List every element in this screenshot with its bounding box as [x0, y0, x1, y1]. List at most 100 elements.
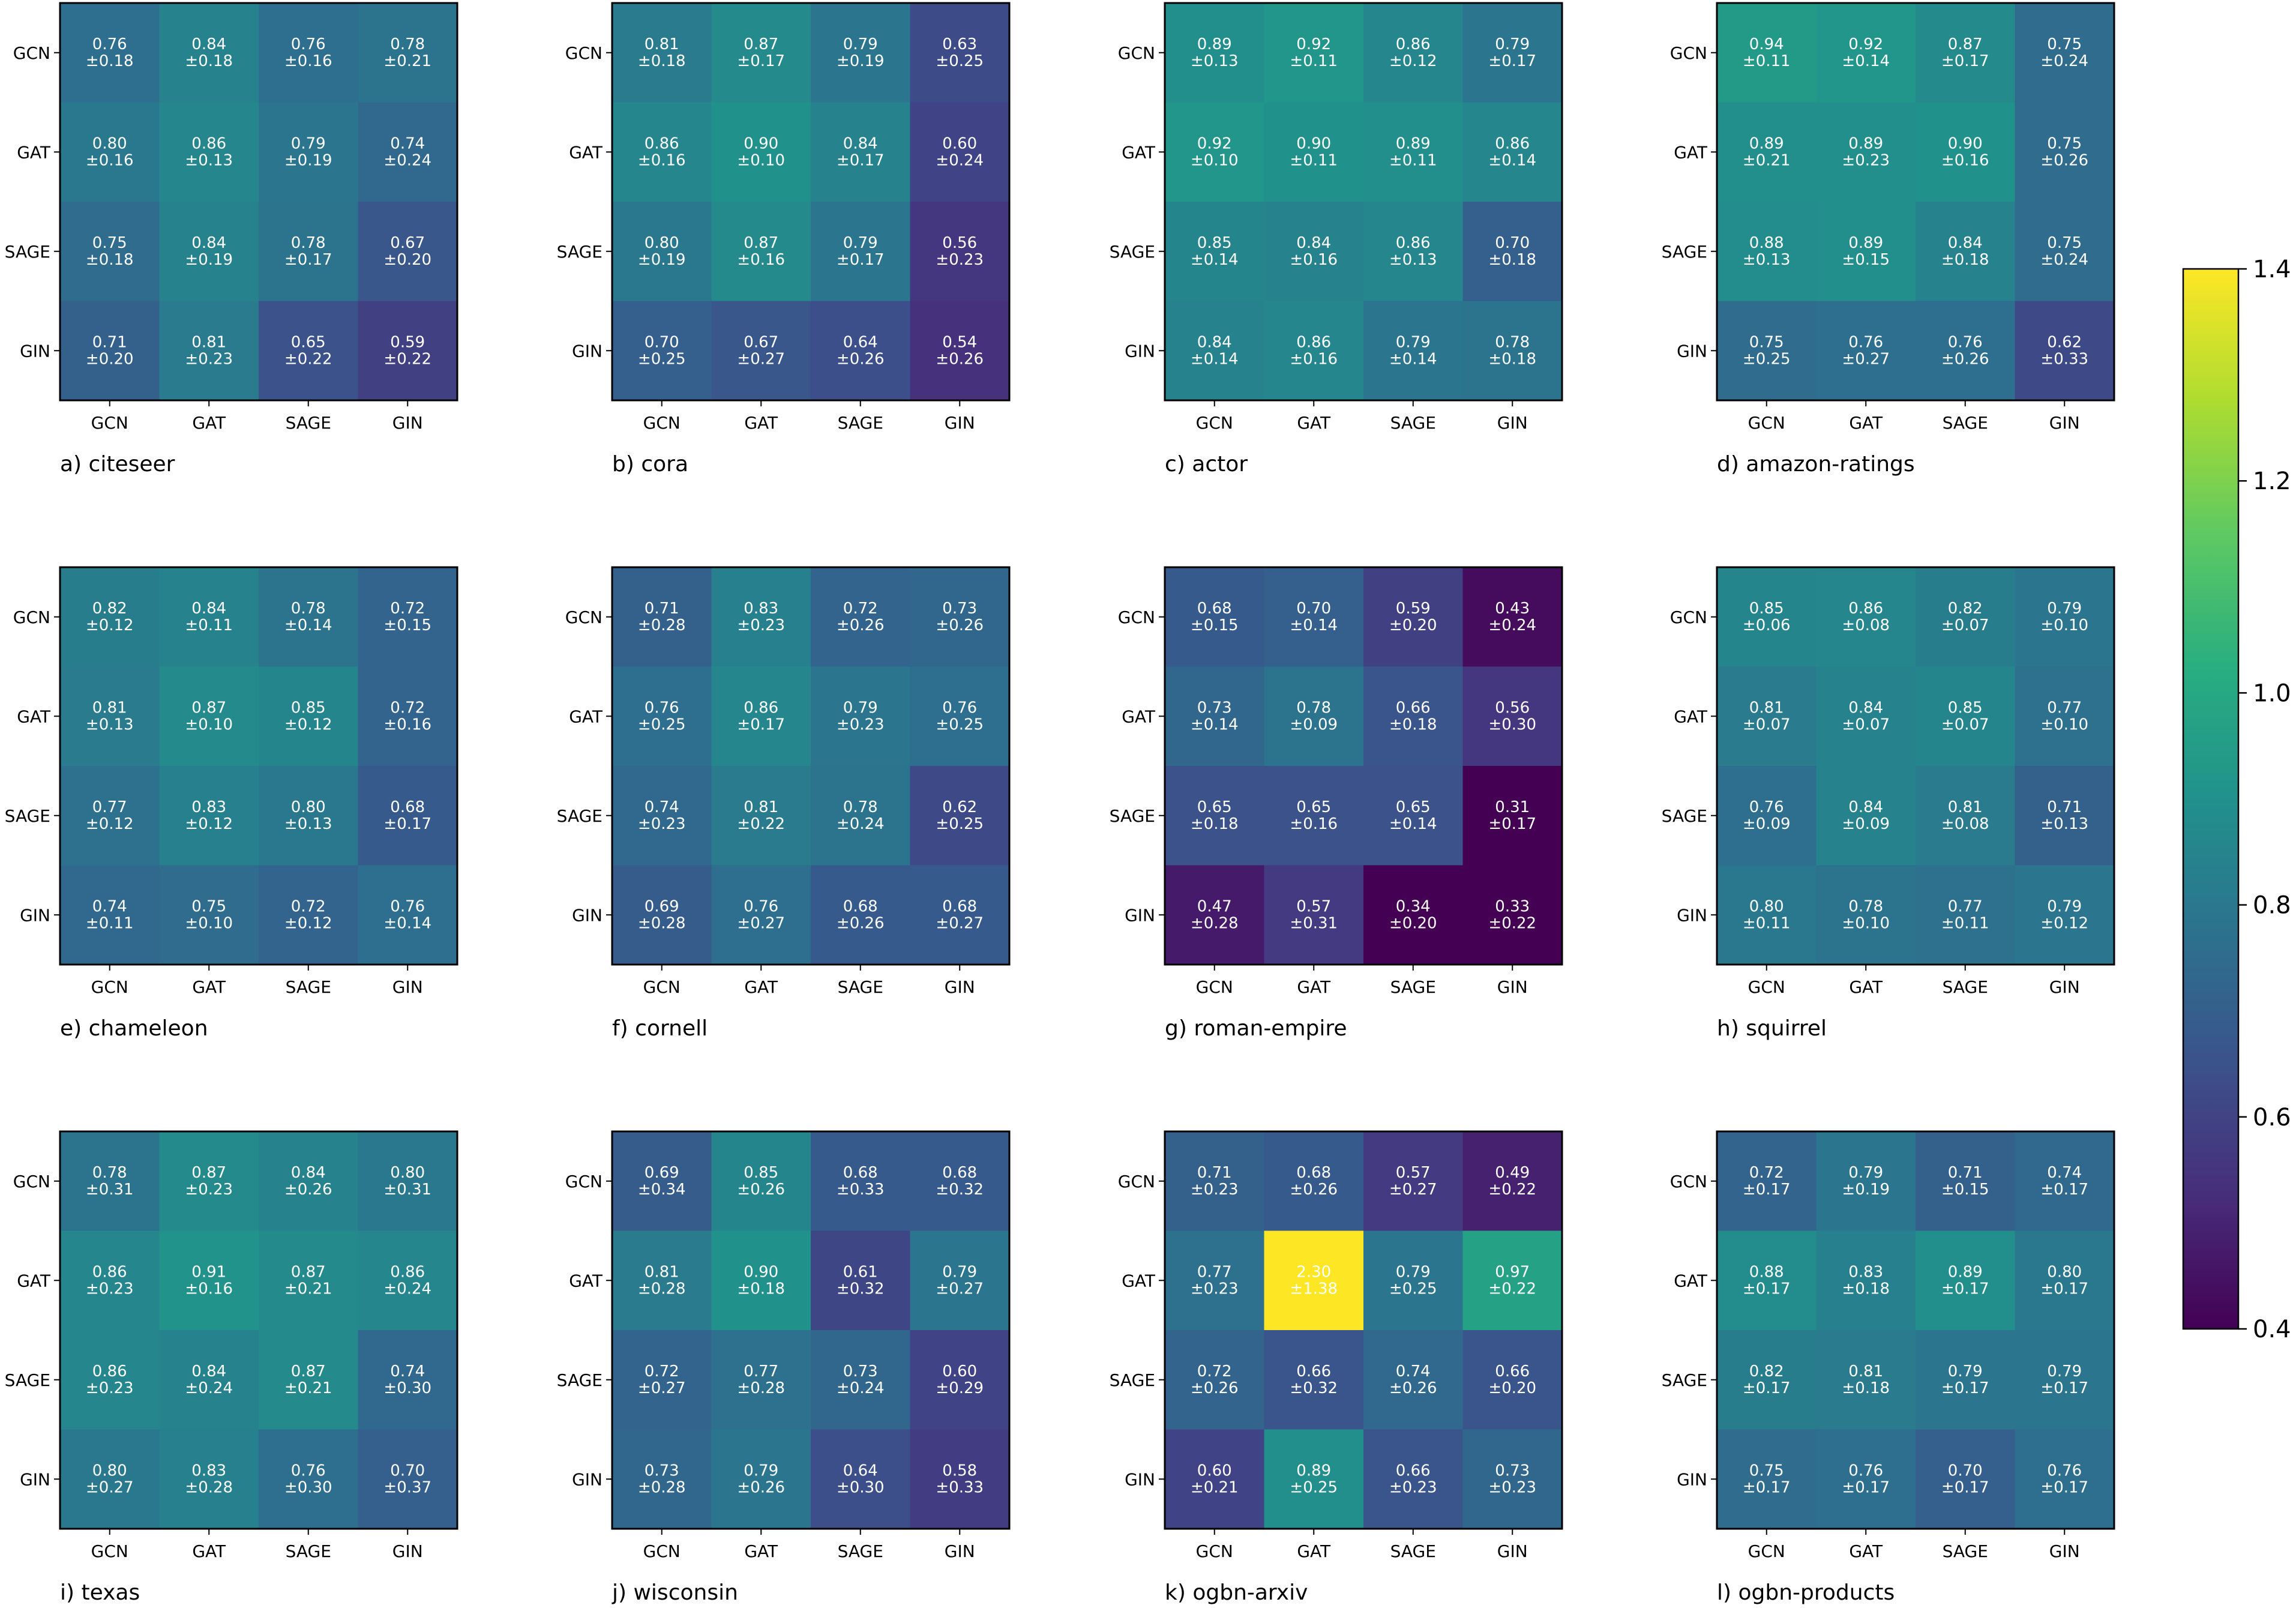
cell-label: 0.66 ±0.20 — [1488, 1363, 1536, 1397]
cell-label: 0.85 ±0.07 — [1941, 699, 1989, 733]
heatmap-cell — [259, 1230, 359, 1331]
panel-title: c) actor — [1165, 452, 1248, 477]
cell-label: 0.68 ±0.15 — [1191, 600, 1239, 634]
cell-label: 0.83 ±0.18 — [1842, 1263, 1890, 1298]
heatmap-cell — [1916, 865, 2016, 965]
cell-label: 0.84 ±0.17 — [837, 134, 885, 169]
x-tick-label: GAT — [1849, 977, 1883, 997]
cell-label: 0.70 ±0.25 — [638, 333, 686, 368]
cell-label: 0.78 ±0.09 — [1290, 699, 1338, 733]
cell-label: 0.89 ±0.17 — [1941, 1263, 1989, 1298]
y-tick-label: GCN — [1118, 607, 1155, 627]
y-tick-label: GIN — [1677, 341, 1707, 361]
heatmap-cell — [910, 102, 1010, 202]
panel-title: b) cora — [612, 452, 688, 477]
heatmap-cell — [1264, 3, 1364, 103]
heatmap-cell — [2015, 1131, 2115, 1232]
heatmap-cell — [159, 567, 259, 667]
heatmap-panel: 0.89 ±0.13 0.92 ±0.11 0.86 ±0.12 0.79 ±0.17 0.92… — [1110, 2, 1563, 477]
cell-label: 0.91 ±0.16 — [185, 1263, 233, 1298]
heatmap-cell — [1462, 865, 1563, 965]
y-tick-label: GAT — [17, 1271, 51, 1290]
cell-label: 0.76 ±0.30 — [284, 1462, 332, 1496]
heatmap-cell — [1264, 865, 1364, 965]
heatmap-cell — [1363, 1429, 1464, 1529]
heatmap-cell — [1717, 766, 1817, 866]
y-tick-label: GIN — [1677, 1469, 1707, 1489]
y-tick-label: GIN — [572, 905, 603, 925]
panel-title: g) roman-empire — [1165, 1016, 1347, 1041]
x-tick-label: GCN — [91, 1541, 128, 1561]
cell-label: 0.86 ±0.08 — [1842, 600, 1890, 634]
cell-label: 0.68 ±0.32 — [936, 1164, 984, 1199]
cell-label: 0.71 ±0.23 — [1191, 1164, 1239, 1199]
cell-label: 0.87 ±0.17 — [737, 35, 785, 70]
cell-label: 0.72 ±0.26 — [837, 600, 885, 634]
x-tick-label: GAT — [744, 413, 778, 433]
heatmap-cell — [1363, 3, 1464, 103]
cell-label: 0.82 ±0.07 — [1941, 600, 1989, 634]
cell-label: 0.59 ±0.20 — [1389, 600, 1437, 634]
cell-label: 0.77 ±0.12 — [86, 798, 134, 833]
heatmap-cell — [1165, 102, 1265, 202]
y-tick-label: SAGE — [557, 242, 603, 262]
heatmap-cell — [1916, 666, 2016, 766]
heatmap-cell — [711, 1131, 811, 1232]
heatmap-cell — [811, 301, 911, 401]
cell-label: 0.73 ±0.14 — [1191, 699, 1239, 733]
y-tick-label: GAT — [17, 706, 51, 726]
cell-label: 0.81 ±0.28 — [638, 1263, 686, 1298]
y-tick-label: GAT — [569, 1271, 603, 1290]
heatmap-cell — [159, 666, 259, 766]
colorbar: 0.4 0.6 0.8 1.0 1.2 1.4 — [2182, 256, 2291, 1343]
cell-label: 0.84 ±0.19 — [185, 234, 233, 269]
heatmap-cell — [259, 865, 359, 965]
cell-label: 0.75 ±0.24 — [2040, 234, 2088, 269]
cell-label: 0.67 ±0.27 — [737, 333, 785, 368]
cell-label: 0.81 ±0.08 — [1941, 798, 1989, 833]
cell-label: 0.43 ±0.24 — [1488, 600, 1536, 634]
heatmap-cell — [2015, 1330, 2115, 1430]
heatmap-cell — [1363, 102, 1464, 202]
heatmap-cell — [1462, 1429, 1563, 1529]
cell-label: 0.84 ±0.11 — [185, 600, 233, 634]
cell-label: 0.79 ±0.19 — [284, 134, 332, 169]
cell-label: 0.79 ±0.19 — [1842, 1164, 1890, 1199]
cell-label: 0.92 ±0.10 — [1191, 134, 1239, 169]
heatmap-cell — [2015, 865, 2115, 965]
cell-label: 0.86 ±0.14 — [1488, 134, 1536, 169]
heatmap-cell — [711, 766, 811, 866]
cell-label: 0.87 ±0.21 — [284, 1263, 332, 1298]
heatmap-cell — [612, 3, 712, 103]
cell-label: 0.65 ±0.14 — [1389, 798, 1437, 833]
heatmap-cell — [711, 666, 811, 766]
x-tick-label: GCN — [1196, 977, 1233, 997]
heatmap-cell — [1363, 666, 1464, 766]
x-tick-label: SAGE — [1943, 1541, 1988, 1561]
heatmap-cell — [1462, 766, 1563, 866]
panel-frame — [1164, 2, 1563, 402]
heatmap-cell — [811, 865, 911, 965]
heatmap-cell — [358, 1330, 458, 1430]
heatmap-cell — [159, 766, 259, 866]
heatmap-panel: 0.76 ±0.18 0.84 ±0.18 0.76 ±0.16 0.78 ±0.21 0.80… — [5, 2, 458, 477]
cell-label: 0.74 ±0.30 — [383, 1363, 431, 1397]
cell-label: 0.72 ±0.12 — [284, 897, 332, 932]
cell-label: 0.56 ±0.30 — [1488, 699, 1536, 733]
y-tick-label: SAGE — [5, 242, 50, 262]
panel-title: i) texas — [60, 1580, 140, 1605]
cell-label: 0.75 ±0.24 — [2040, 35, 2088, 70]
x-tick-label: GAT — [1849, 413, 1883, 433]
panel-title: a) citeseer — [60, 452, 175, 477]
cell-label: 0.66 ±0.18 — [1389, 699, 1437, 733]
heatmap-cell — [612, 1330, 712, 1430]
cell-label: 0.78 ±0.21 — [383, 35, 431, 70]
panel-frame — [59, 1130, 458, 1530]
y-tick-label: GAT — [1122, 706, 1156, 726]
x-tick-label: GAT — [1297, 413, 1331, 433]
cell-label: 0.84 ±0.07 — [1842, 699, 1890, 733]
heatmap-cell — [1717, 567, 1817, 667]
heatmap-cell — [612, 865, 712, 965]
heatmap-cell — [910, 865, 1010, 965]
heatmap-cell — [2015, 666, 2115, 766]
